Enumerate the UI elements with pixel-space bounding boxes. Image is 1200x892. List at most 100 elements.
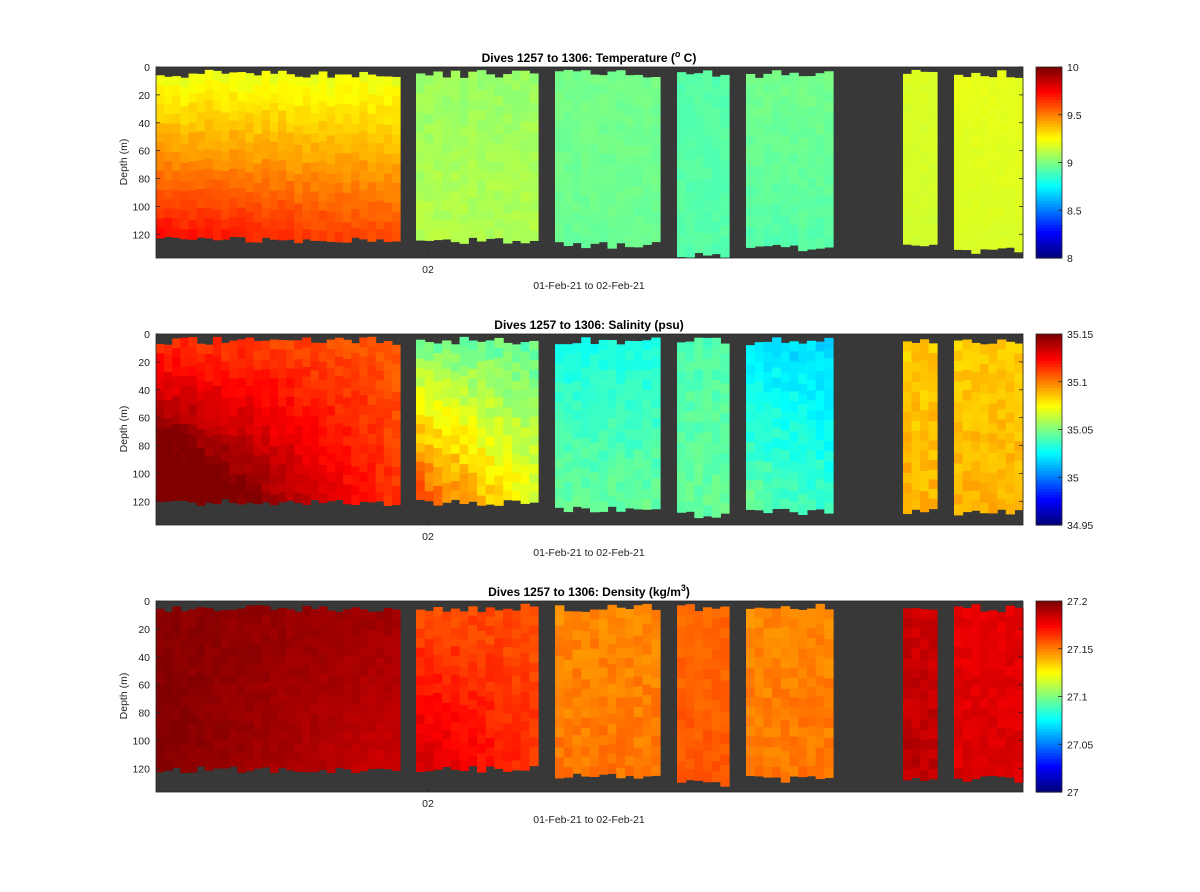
temperature-cell (188, 161, 198, 172)
density-cell (188, 733, 198, 744)
temperature-cell (229, 139, 238, 151)
temperature-cell (156, 94, 165, 105)
temperature-cell (607, 175, 617, 187)
temperature-cell (416, 73, 426, 84)
temperature-cell (334, 143, 344, 154)
salinity-cell (286, 415, 295, 426)
temperature-cell (971, 178, 981, 191)
density-cell (962, 618, 972, 630)
density-cell (433, 692, 443, 704)
density-cell (253, 633, 263, 645)
density-colorbar-step (1036, 681, 1062, 686)
density-cell (391, 618, 401, 630)
density-cell (253, 653, 263, 664)
salinity-cell (694, 432, 704, 445)
salinity-cell (334, 356, 344, 367)
density-cell (685, 758, 695, 770)
temperature-cell (555, 201, 565, 213)
salinity-cell (720, 403, 730, 414)
salinity-cell (581, 437, 591, 449)
salinity-cell (212, 474, 222, 485)
density-cell (824, 638, 834, 650)
temperature-cell (245, 73, 255, 84)
temperature-cell (494, 77, 504, 88)
density-cell (156, 618, 165, 629)
temperature-cell (164, 189, 173, 200)
density-cell (979, 737, 990, 748)
temperature-cell (997, 216, 1007, 228)
density-cell (245, 615, 255, 626)
temperature-cell (598, 182, 609, 194)
temperature-cell (651, 77, 661, 88)
density-cell (269, 676, 279, 687)
salinity-cell (903, 503, 913, 515)
density-cell (772, 628, 782, 639)
density-cell (318, 702, 328, 713)
salinity-cell (156, 418, 165, 429)
temperature-cell (625, 186, 635, 197)
density-cell (351, 743, 360, 754)
density-cell (703, 689, 713, 701)
temperature-cell (720, 171, 730, 183)
salinity-cell (188, 395, 198, 406)
density-cell (1014, 720, 1024, 732)
density-cell (494, 731, 504, 742)
salinity-cell (911, 411, 921, 422)
salinity-cell (954, 473, 964, 485)
salinity-cell (954, 381, 964, 393)
salinity-cell (229, 435, 238, 446)
density-cell (988, 678, 998, 689)
temperature-cell (326, 135, 336, 146)
salinity-cell (954, 371, 964, 383)
temperature-cell (278, 70, 287, 82)
density-cell (188, 714, 198, 725)
temperature-cell (703, 157, 713, 169)
density-cell (459, 733, 469, 743)
salinity-cell (694, 380, 704, 392)
density-cell (351, 655, 360, 667)
salinity-cell (962, 359, 972, 371)
density-cell (245, 605, 255, 616)
density-cell (424, 657, 435, 668)
density-cell (815, 768, 825, 780)
density-cell (221, 675, 230, 685)
density-cell (442, 748, 452, 758)
density-cell (954, 757, 964, 769)
density-cell (442, 684, 452, 695)
salinity-cell (416, 433, 426, 444)
salinity-cell (903, 351, 913, 363)
salinity-cell (529, 340, 539, 352)
salinity-cell (572, 362, 582, 373)
temperature-cell (920, 92, 930, 104)
density-cell (979, 766, 990, 777)
density-colorbar-step (1036, 601, 1062, 605)
density-cell (237, 637, 247, 648)
temperature-cell (477, 140, 487, 152)
density-cell (383, 759, 393, 770)
temperature-cell (903, 103, 913, 115)
salinity-cell (633, 390, 644, 401)
temperature-cell (590, 163, 600, 175)
temperature-cell (720, 74, 730, 87)
density-cell (196, 719, 206, 730)
density-cell (424, 686, 435, 697)
salinity-cell (806, 420, 817, 431)
temperature-cell (928, 92, 938, 103)
density-cell (520, 623, 530, 634)
salinity-cell (302, 347, 312, 358)
density-cell (188, 743, 198, 754)
salinity-cell (156, 446, 165, 456)
density-cell (590, 629, 600, 640)
salinity-cell (616, 442, 626, 453)
density-cell (520, 652, 530, 664)
salinity-colorbar-step (1036, 354, 1062, 359)
salinity-colorbar-step (1036, 438, 1062, 443)
salinity-cell (172, 452, 181, 463)
salinity-cell (1005, 443, 1015, 454)
salinity-cell (318, 418, 328, 429)
temperature-cell (503, 143, 513, 155)
temperature-cell (555, 171, 565, 183)
temperature-cell (196, 189, 206, 200)
density-cell (920, 649, 930, 661)
salinity-cell (433, 476, 443, 487)
